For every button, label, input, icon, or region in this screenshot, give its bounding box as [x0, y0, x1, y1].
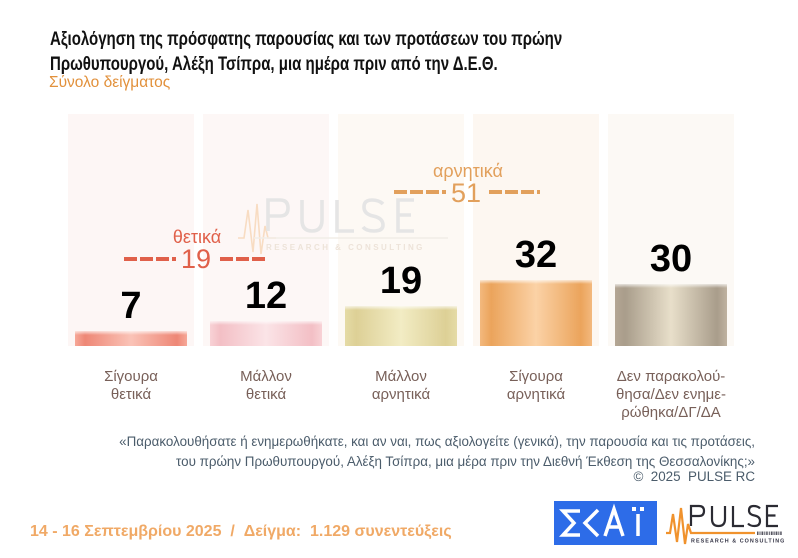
- svg-text:RESEARCH & CONSULTING: RESEARCH & CONSULTING: [266, 243, 425, 252]
- svg-text:RESEARCH & CONSULTING: RESEARCH & CONSULTING: [691, 539, 785, 545]
